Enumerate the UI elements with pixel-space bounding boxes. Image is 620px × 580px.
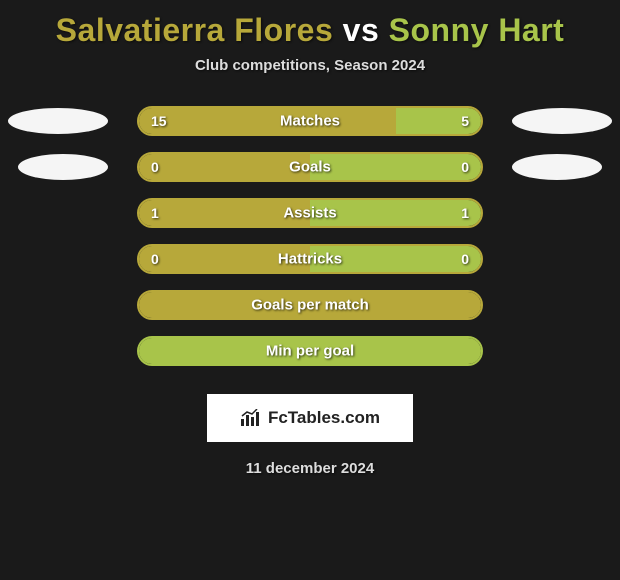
stat-bar-left: 0 (139, 154, 310, 180)
stat-value-right: 0 (461, 159, 469, 175)
stat-value-right: 0 (461, 251, 469, 267)
watermark-badge: FcTables.com (207, 394, 413, 442)
player-left-avatar (8, 108, 108, 134)
subtitle-text: Club competitions, Season 2024 (195, 57, 425, 74)
title-player-right: Sonny Hart (389, 12, 565, 48)
stat-bar-track: 00Hattricks (137, 244, 483, 274)
comparison-chart: 155Matches00Goals11Assists00HattricksGoa… (0, 106, 620, 382)
stat-bar-track: 11Assists (137, 198, 483, 228)
stat-bar-left: 15 (139, 108, 396, 134)
player-left-avatar (18, 154, 108, 180)
stat-bar-track: 00Goals (137, 152, 483, 182)
stat-bar-track: Min per goal (137, 336, 483, 366)
date-text: 11 december 2024 (246, 460, 374, 477)
title-vs: vs (343, 12, 380, 48)
watermark-text: FcTables.com (268, 408, 380, 428)
stat-row: 00Hattricks (0, 244, 620, 274)
watermark-chart-icon (240, 409, 262, 427)
stat-value-left: 0 (151, 159, 159, 175)
stat-bar-track: 155Matches (137, 106, 483, 136)
stat-bar-left (139, 338, 481, 364)
stat-bar-right: 1 (310, 200, 481, 226)
stat-bar-right: 5 (396, 108, 482, 134)
stat-bar-left: 0 (139, 246, 310, 272)
stat-row: 11Assists (0, 198, 620, 228)
stat-row: 155Matches (0, 106, 620, 136)
player-right-avatar (512, 154, 602, 180)
stat-value-left: 15 (151, 113, 167, 129)
stat-row: Min per goal (0, 336, 620, 366)
stat-row: Goals per match (0, 290, 620, 320)
stat-bar-left: 1 (139, 200, 310, 226)
stat-bar-right: 0 (310, 246, 481, 272)
stat-row: 00Goals (0, 152, 620, 182)
title-player-left: Salvatierra Flores (56, 12, 334, 48)
stat-value-left: 1 (151, 205, 159, 221)
stat-bar-track: Goals per match (137, 290, 483, 320)
stat-value-left: 0 (151, 251, 159, 267)
stat-bar-right: 0 (310, 154, 481, 180)
player-right-avatar (512, 108, 612, 134)
stat-bar-left (139, 292, 481, 318)
stat-value-right: 1 (461, 205, 469, 221)
page-title: Salvatierra Flores vs Sonny Hart (56, 12, 565, 49)
stat-value-right: 5 (461, 113, 469, 129)
